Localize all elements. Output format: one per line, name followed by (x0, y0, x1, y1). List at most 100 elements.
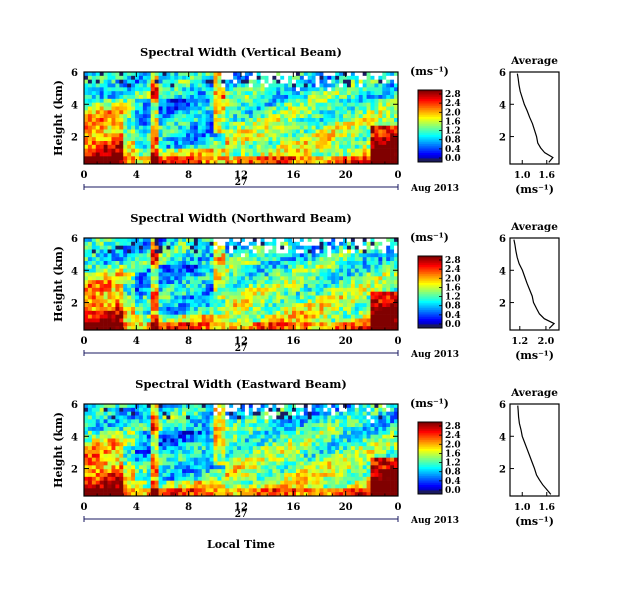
y-tick-label: 6 (71, 68, 78, 79)
heatmap-cell (88, 303, 92, 307)
heatmap-cell (355, 261, 359, 265)
heatmap-cell (292, 84, 296, 88)
heatmap-cell (159, 107, 163, 111)
heatmap-cell (182, 122, 186, 126)
heatmap-cell (284, 141, 288, 145)
heatmap-cell (261, 319, 265, 323)
heatmap-cell (371, 265, 375, 269)
heatmap-cell (249, 149, 253, 153)
heatmap-cell (382, 76, 386, 80)
heatmap-cell (182, 250, 186, 254)
heatmap-cell (225, 84, 229, 88)
colorbar-tick-label: 0.0 (445, 320, 461, 330)
heatmap-cell (288, 319, 292, 323)
heatmap-cell (237, 126, 241, 130)
heatmap-cell (166, 253, 170, 257)
heatmap-cell (210, 141, 214, 145)
heatmap-cell (382, 242, 386, 246)
heatmap-cell (104, 118, 108, 122)
heatmap-cell (323, 153, 327, 157)
heatmap-cell (374, 319, 378, 323)
heatmap-cell (139, 114, 143, 118)
heatmap-cell (323, 103, 327, 107)
heatmap-cell (194, 319, 198, 323)
heatmap-cell (308, 238, 312, 242)
heatmap-cell (194, 404, 198, 408)
heatmap-cell (163, 419, 167, 423)
heatmap-cell (166, 458, 170, 462)
heatmap-cell (198, 454, 202, 458)
heatmap-cell (308, 253, 312, 257)
heatmap-cell (233, 145, 237, 149)
heatmap-cell (202, 284, 206, 288)
heatmap-cell (347, 322, 351, 326)
heatmap-cell (241, 107, 245, 111)
heatmap-cell (174, 72, 178, 76)
heatmap-cell (119, 149, 123, 153)
heatmap-cell (178, 477, 182, 481)
heatmap-cell (135, 276, 139, 280)
heatmap-cell (378, 284, 382, 288)
heatmap-cell (190, 412, 194, 416)
heatmap-cell (249, 72, 253, 76)
heatmap-cell (327, 156, 331, 160)
heatmap-cell (178, 110, 182, 114)
heatmap-cell (382, 299, 386, 303)
heatmap-cell (96, 276, 100, 280)
heatmap-cell (104, 296, 108, 300)
heatmap-cell (100, 280, 104, 284)
heatmap-cell (206, 408, 210, 412)
heatmap-cell (135, 149, 139, 153)
heatmap-cell (276, 145, 280, 149)
heatmap-cell (335, 107, 339, 111)
heatmap-cell (190, 404, 194, 408)
heatmap-cell (111, 465, 115, 469)
heatmap-cell (108, 446, 112, 450)
heatmap-cell (276, 292, 280, 296)
heatmap-cell (163, 269, 167, 273)
heatmap-cell (371, 319, 375, 323)
heatmap-cell (104, 76, 108, 80)
heatmap-cell (253, 269, 257, 273)
heatmap-cell (147, 412, 151, 416)
heatmap-cell (323, 250, 327, 254)
heatmap-cell (265, 315, 269, 319)
heatmap-cell (359, 107, 363, 111)
heatmap-cell (115, 284, 119, 288)
heatmap-cell (292, 87, 296, 91)
heatmap-cell (139, 450, 143, 454)
heatmap-cell (217, 269, 221, 273)
heatmap-cell (276, 257, 280, 261)
heatmap-cell (245, 257, 249, 261)
heatmap-cell (214, 114, 218, 118)
heatmap-cell (170, 315, 174, 319)
heatmap-cell (166, 76, 170, 80)
heatmap-cell (225, 265, 229, 269)
heatmap-cell (229, 265, 233, 269)
heatmap-cell (119, 238, 123, 242)
heatmap-cell (135, 427, 139, 431)
heatmap-cell (320, 250, 324, 254)
heatmap-cell (198, 269, 202, 273)
heatmap-cell (96, 95, 100, 99)
heatmap-cell (327, 130, 331, 134)
heatmap-cell (272, 141, 276, 145)
heatmap-cell (92, 261, 96, 265)
heatmap-cell (96, 122, 100, 126)
heatmap-cell (241, 80, 245, 84)
heatmap-cell (327, 315, 331, 319)
heatmap-cell (221, 296, 225, 300)
heatmap-cell (210, 99, 214, 103)
heatmap-cell (198, 427, 202, 431)
heatmap-cell (284, 126, 288, 130)
heatmap-cell (178, 156, 182, 160)
heatmap-cell (198, 242, 202, 246)
heatmap-cell (296, 95, 300, 99)
heatmap-cell (100, 473, 104, 477)
heatmap-cell (202, 454, 206, 458)
heatmap-cell (194, 303, 198, 307)
heatmap-cell (198, 103, 202, 107)
heatmap-cell (359, 80, 363, 84)
heatmap-cell (214, 462, 218, 466)
heatmap-cell (280, 103, 284, 107)
